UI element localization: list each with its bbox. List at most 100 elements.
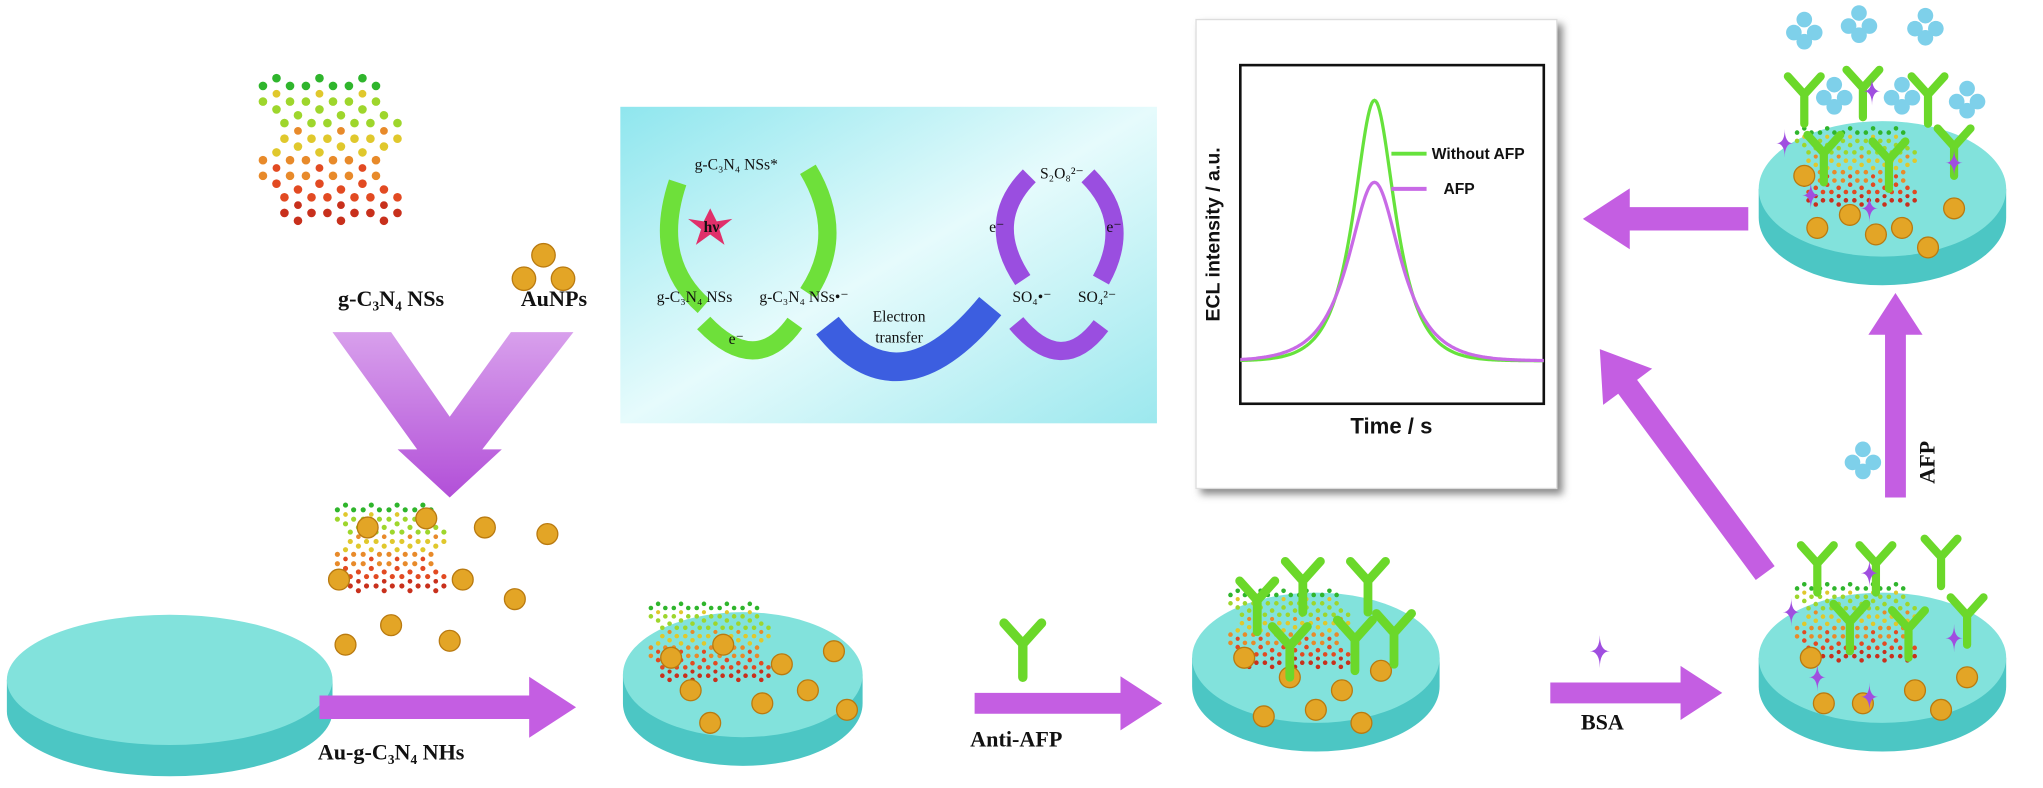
afp (1855, 463, 1871, 480)
atom (1905, 194, 1910, 199)
label: AFP (1915, 441, 1940, 484)
atom (1327, 597, 1332, 602)
atom (1840, 634, 1846, 639)
atom (407, 578, 413, 584)
gold-particle (536, 522, 559, 546)
atom (1900, 178, 1906, 183)
atom (1877, 138, 1883, 144)
atom (307, 134, 316, 144)
atom (1852, 653, 1857, 659)
gold-particle (1799, 646, 1822, 669)
atom (1274, 592, 1279, 598)
atom (766, 633, 771, 639)
atom (1832, 625, 1837, 631)
atom (350, 193, 359, 202)
atom (1855, 130, 1860, 135)
atom (272, 105, 281, 114)
afp (1894, 98, 1910, 115)
gold-particle (356, 516, 379, 539)
atom (1905, 145, 1910, 151)
atom (285, 81, 295, 91)
atom (379, 185, 389, 194)
atom (747, 601, 753, 607)
atom (720, 665, 725, 670)
atom (1866, 614, 1872, 619)
atom (1228, 632, 1233, 637)
atom (380, 201, 388, 210)
atom (1912, 158, 1917, 164)
atom (656, 649, 661, 654)
atom (1897, 189, 1903, 195)
atom (685, 605, 691, 611)
antibody (1796, 541, 1838, 597)
atom (415, 574, 421, 580)
gold-particle (1806, 216, 1829, 240)
plot-panel (1195, 18, 1558, 490)
atom (655, 601, 661, 607)
atom (1322, 612, 1328, 618)
atom (368, 565, 374, 571)
atom (1882, 641, 1887, 646)
atom (356, 578, 361, 584)
atom (754, 614, 760, 619)
atom (1859, 154, 1864, 159)
atom (694, 653, 700, 659)
atom (344, 97, 354, 106)
atom (1292, 624, 1298, 630)
atom (713, 669, 718, 674)
atom (425, 583, 431, 589)
atom (1824, 621, 1830, 627)
atom (671, 605, 677, 611)
atom (1900, 169, 1906, 175)
atom (697, 665, 703, 670)
afp (1806, 24, 1823, 41)
atom (1877, 178, 1883, 183)
afp (1969, 93, 1986, 110)
atom (705, 673, 711, 679)
atom (315, 179, 324, 188)
atom (690, 629, 695, 635)
atom (1270, 616, 1275, 622)
atom (1900, 586, 1906, 591)
gold-particle (770, 653, 793, 676)
mech-label: g-C₃N₄ NSs* (695, 156, 779, 173)
atom (1840, 178, 1846, 183)
atom (1258, 644, 1263, 650)
atom (1877, 625, 1883, 631)
atom (1859, 618, 1864, 624)
atom (1829, 645, 1834, 651)
atom (336, 185, 346, 194)
atom (1893, 638, 1899, 643)
merge-funnel (332, 332, 574, 498)
atom (363, 574, 370, 580)
atom (682, 673, 688, 679)
atom (1893, 182, 1899, 187)
atom (1235, 628, 1241, 633)
atom (428, 551, 434, 557)
afp (1855, 441, 1871, 458)
atom (1338, 656, 1343, 661)
atom (347, 583, 353, 589)
atom (1809, 594, 1814, 600)
atom (1281, 605, 1286, 610)
atom (412, 561, 418, 567)
atom (294, 201, 302, 210)
atom (399, 574, 405, 580)
gold-particle (1252, 705, 1275, 728)
atom (1311, 632, 1316, 637)
atom (1900, 130, 1906, 135)
atom (1877, 594, 1883, 600)
atom (428, 561, 434, 567)
atom (1824, 598, 1830, 604)
atom (342, 502, 349, 508)
atom (1334, 592, 1339, 598)
atom (328, 97, 338, 106)
atom (766, 673, 771, 679)
atom (685, 653, 691, 659)
gold-particle (451, 568, 474, 591)
atom (407, 534, 413, 540)
atom (347, 538, 353, 545)
atom (1262, 612, 1268, 618)
gold-particle (1838, 203, 1861, 226)
gold-particle (334, 633, 357, 656)
